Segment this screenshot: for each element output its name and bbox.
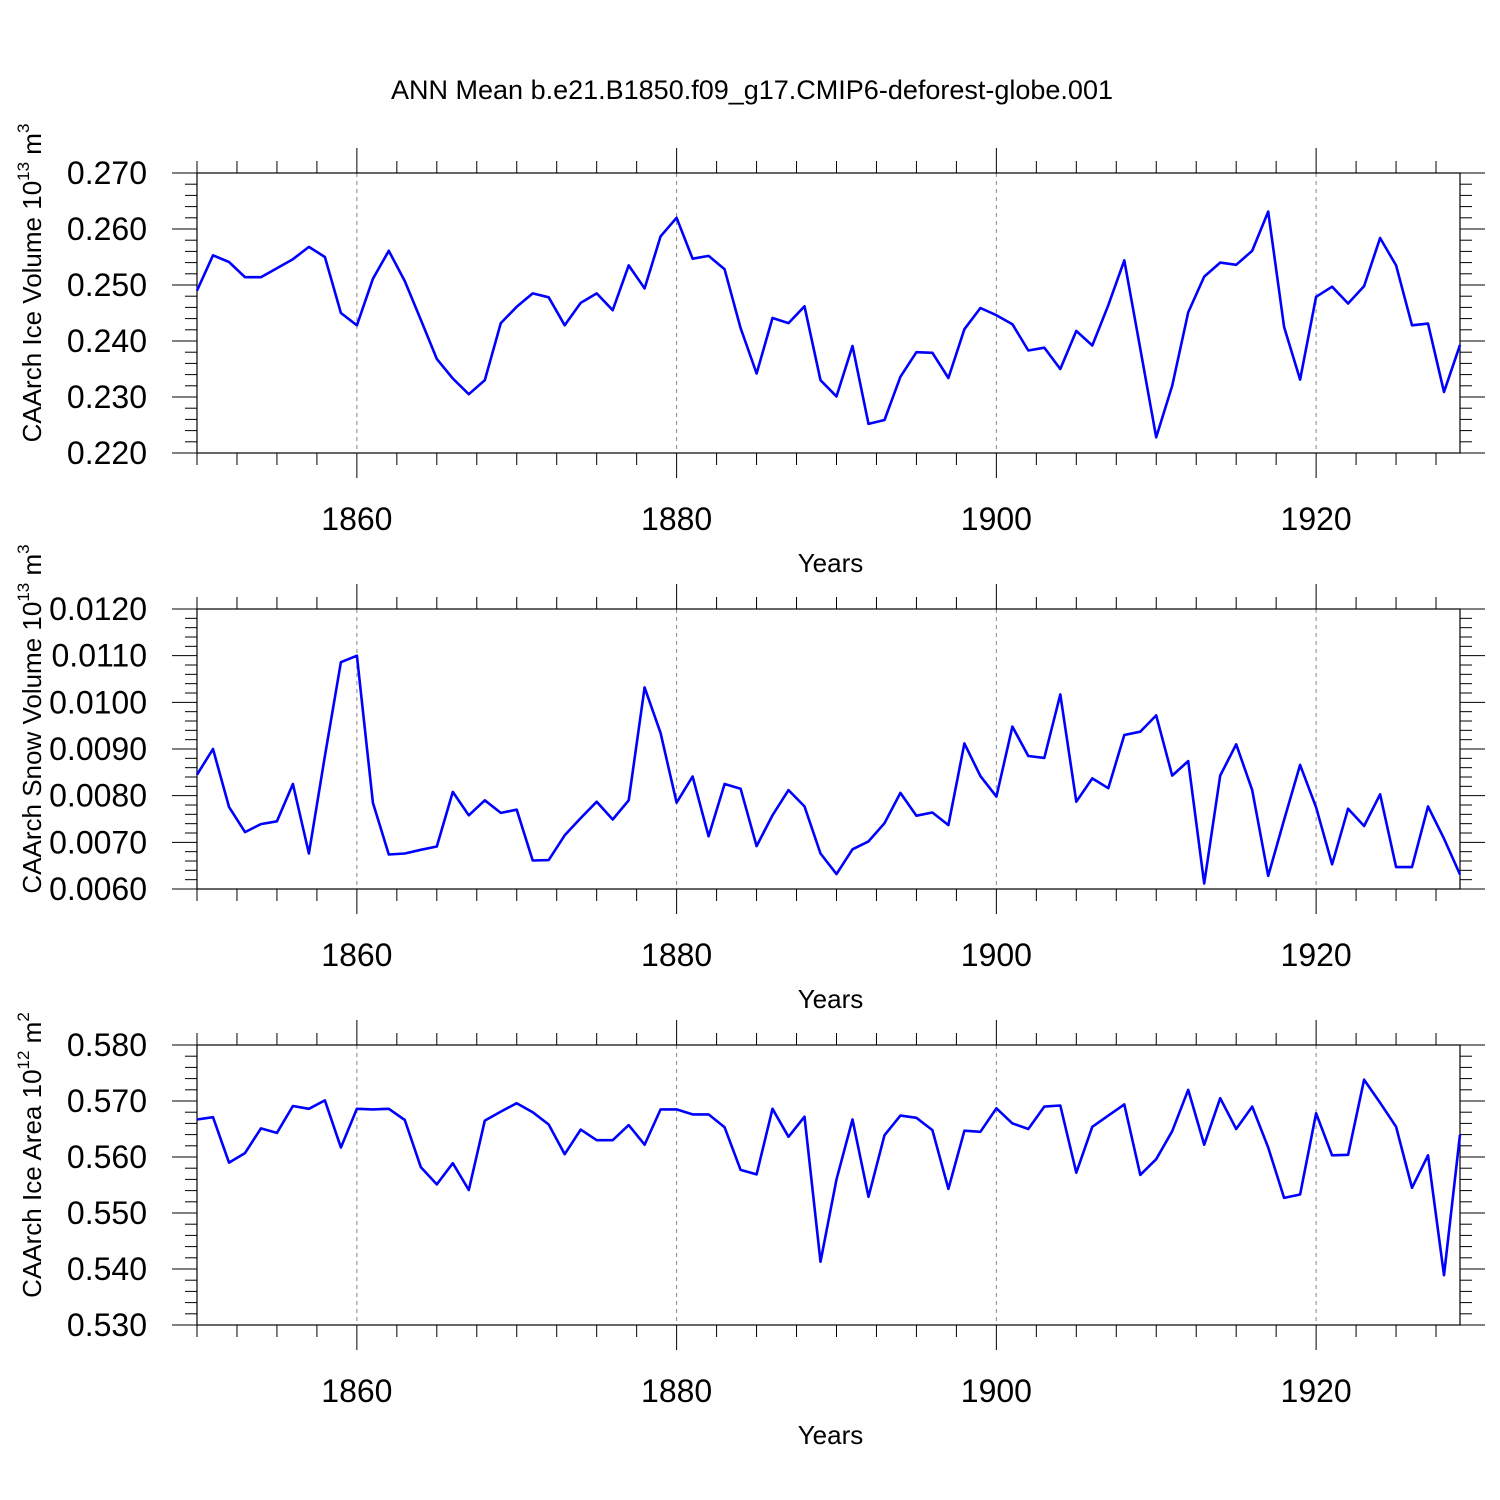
- x-tick-label: 1920: [1281, 937, 1352, 973]
- series-line: [195, 210, 1462, 439]
- y-axis-label: CAArch Ice Area 1012 m2: [14, 1012, 47, 1298]
- x-tick-label: 1920: [1281, 501, 1352, 537]
- panel-1: 1860 1880 1900 1920 0.220 0.230 0.240 0.250 0.26…: [14, 124, 1485, 578]
- y-tick-label: 0.260: [67, 211, 147, 247]
- plot-frame: [196, 608, 1461, 890]
- y-tick-label: 0.0080: [49, 778, 147, 814]
- x-axis-label: Years: [798, 548, 864, 578]
- x-tick-label: 1880: [641, 501, 712, 537]
- y-axis-label: CAArch Snow Volume 1013 m3: [14, 544, 47, 893]
- y-tick-label: 0.0090: [49, 731, 147, 767]
- x-tick-label: 1920: [1281, 1373, 1352, 1409]
- y-axis-label: CAArch Ice Volume 1013 m3: [14, 124, 47, 443]
- panel-3: 1860 1880 1900 1920 0.530 0.540 0.550 0.560 0.57…: [14, 1012, 1485, 1450]
- y-tick-label: 0.560: [67, 1139, 147, 1175]
- y-tick-label: 0.530: [67, 1307, 147, 1343]
- y-tick-label: 0.580: [67, 1027, 147, 1063]
- x-tick-label: 1880: [641, 1373, 712, 1409]
- x-tick-label: 1860: [321, 937, 392, 973]
- plot-frame: [196, 1044, 1461, 1326]
- x-axis-label: Years: [798, 1420, 864, 1450]
- y-tick-label: 0.0110: [52, 638, 148, 674]
- y-tick-label: 0.540: [67, 1251, 147, 1287]
- panels: 1860 1880 1900 1920 0.220 0.230 0.240 0.250 0.26…: [14, 124, 1485, 1450]
- y-tick-label: 0.570: [67, 1083, 147, 1119]
- y-tick-label: 0.230: [67, 379, 147, 415]
- y-tick-label: 0.0100: [49, 684, 147, 720]
- y-tick-label: 0.270: [67, 155, 147, 191]
- x-tick-label: 1880: [641, 937, 712, 973]
- x-tick-label: 1860: [321, 501, 392, 537]
- x-tick-label: 1860: [321, 1373, 392, 1409]
- y-tick-label: 0.240: [67, 323, 147, 359]
- y-tick-label: 0.220: [67, 435, 147, 471]
- plot-frame: [196, 172, 1461, 454]
- series-line: [195, 654, 1462, 885]
- y-tick-label: 0.550: [67, 1195, 147, 1231]
- x-tick-label: 1900: [961, 501, 1032, 537]
- y-tick-label: 0.0070: [49, 824, 147, 860]
- x-axis-label: Years: [798, 984, 864, 1014]
- x-tick-label: 1900: [961, 937, 1032, 973]
- y-tick-label: 0.0120: [49, 591, 147, 627]
- x-tick-label: 1900: [961, 1373, 1032, 1409]
- y-tick-label: 0.250: [67, 267, 147, 303]
- panel-2: 1860 1880 1900 1920 0.0060 0.0070 0.0080 0.0090…: [14, 544, 1485, 1014]
- y-tick-label: 0.0060: [49, 871, 147, 907]
- chart-title: ANN Mean b.e21.B1850.f09_g17.CMIP6-defor…: [391, 75, 1113, 105]
- series-line: [196, 1078, 1462, 1277]
